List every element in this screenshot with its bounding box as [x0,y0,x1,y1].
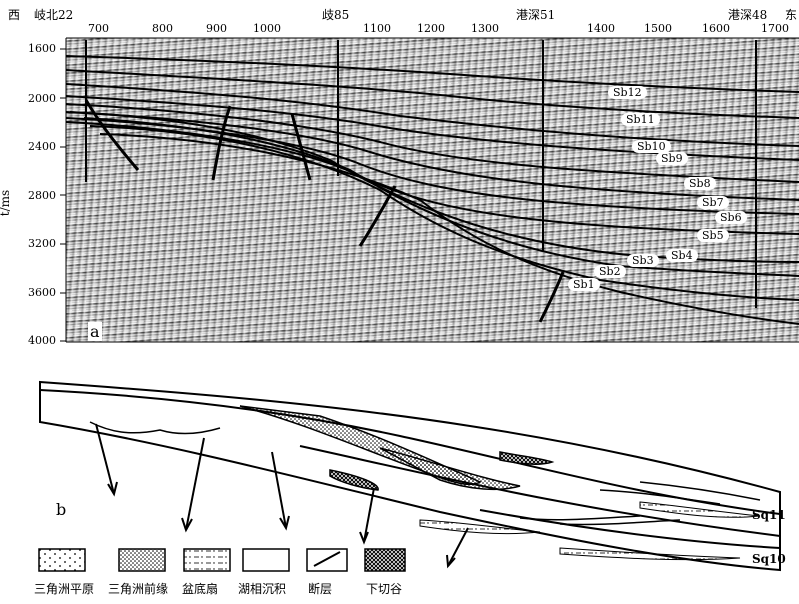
sb-label: Sb8 [684,177,716,190]
legend-label-incised-valley: 下切谷 [366,582,403,596]
seismic-image [66,38,799,342]
legend-label-lacustrine: 湖相沉积 [238,582,287,596]
seismic-interpretation-overlay [60,37,799,343]
y-tick: 2400 [28,140,56,153]
legend-swatch-delta-plain [38,548,86,572]
x-tick: 800 [152,22,173,35]
x-tick: 1200 [417,22,445,35]
legend-label-delta-front: 三角洲前缘 [108,582,169,596]
legend-swatch-delta-front [118,548,166,572]
depositional-model-panel: b Sq11 Sq10 三角洲平原 三角洲前缘 盆底扇 湖相沉积 断层 下切谷 [0,352,799,600]
sb-label: Sb6 [715,211,747,224]
y-tick: 4000 [28,334,56,347]
horizons [65,55,799,325]
well-label-qi85: 歧85 [322,8,350,22]
panel-b-label: b [56,500,67,519]
faults [84,99,565,323]
y-tick: 3600 [28,286,56,299]
x-tick: 1700 [761,22,789,35]
panel-a-label: a [88,322,102,341]
x-tick: 1100 [363,22,391,35]
x-tick: 1400 [587,22,615,35]
y-tick: 1600 [28,42,56,55]
sb-label: Sb2 [594,265,626,278]
legend: 三角洲平原 三角洲前缘 盆底扇 湖相沉积 断层 下切谷 [34,548,438,598]
legend-swatch-basin-floor-fan [183,548,231,572]
sb-label: Sb12 [608,86,647,99]
sb-label: Sb1 [568,278,600,291]
seismic-section-panel: 西 岐北22 歧85 港深51 港深48 东 700 800 900 1000 … [0,8,799,347]
x-tick: 1000 [253,22,281,35]
legend-swatch-lacustrine [242,548,290,572]
sequence-label-sq11: Sq11 [752,508,786,522]
sb-label: Sb7 [697,196,729,209]
sb-label: Sb9 [656,152,688,165]
well-label-qibei22: 岐北22 [34,8,74,22]
well-label-gangshen51: 港深51 [516,8,556,22]
east-label: 东 [785,8,798,22]
x-tick: 1500 [644,22,672,35]
x-tick: 700 [88,22,109,35]
fault-symbols [95,423,469,569]
x-tick: 1600 [702,22,730,35]
legend-swatch-incised-valley [364,548,406,572]
sb-label: Sb5 [697,229,729,242]
legend-swatches [38,548,406,572]
legend-label-basin-floor-fan: 盆底扇 [182,582,219,596]
legend-label-delta-plain: 三角洲平原 [34,582,95,596]
x-tick: 1300 [471,22,499,35]
sb-label: Sb4 [666,249,698,262]
sb-label: Sb3 [627,254,659,267]
sb-label: Sb10 [632,140,671,153]
sb-label: Sb11 [621,113,660,126]
legend-label-fault: 断层 [308,582,333,596]
y-tick: 2800 [28,189,56,202]
x-tick: 900 [206,22,227,35]
y-tick: 2000 [28,92,56,105]
y-tick: 3200 [28,237,56,250]
well-label-gangshen48: 港深48 [728,8,768,22]
sequence-label-sq10: Sq10 [752,552,786,566]
depositional-model-diagram [39,380,781,572]
west-label: 西 [8,8,21,22]
